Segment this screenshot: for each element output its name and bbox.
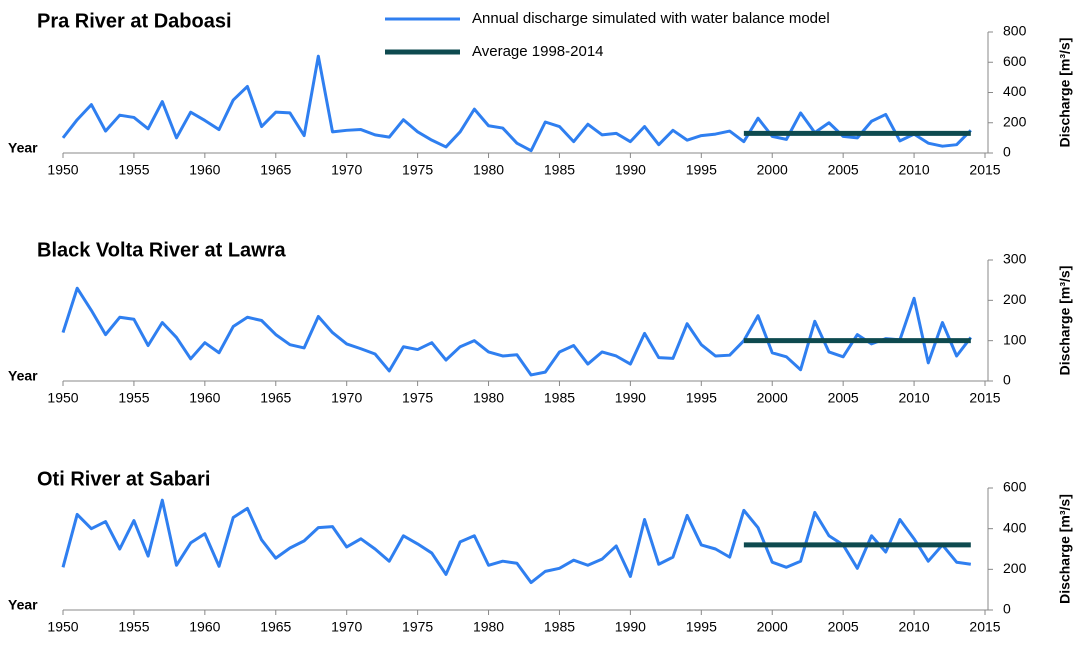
x-tick-label: 1995 — [686, 619, 717, 635]
x-tick-label: 2010 — [898, 390, 929, 406]
discharge-line — [61, 498, 972, 585]
x-tick-label: 1955 — [118, 390, 149, 406]
x-tick-label: 1950 — [47, 162, 78, 178]
x-tick-label: 1970 — [331, 619, 362, 635]
legend-label: Average 1998-2014 — [472, 43, 604, 60]
x-tick-label: 2000 — [757, 619, 788, 635]
x-tick-label: 1985 — [544, 162, 575, 178]
x-tick-label: 1995 — [686, 390, 717, 406]
x-tick-label: 2005 — [828, 162, 859, 178]
x-axis-title: Year — [8, 368, 38, 384]
y-tick-label: 0 — [1003, 372, 1011, 388]
x-tick-label: 1970 — [331, 390, 362, 406]
y-tick-label: 0 — [1003, 144, 1011, 160]
x-tick-label: 1965 — [260, 619, 291, 635]
x-tick-label: 1975 — [402, 619, 433, 635]
x-tick-label: 2005 — [828, 390, 859, 406]
x-tick-label: 1960 — [189, 619, 220, 635]
x-tick-label: 1985 — [544, 390, 575, 406]
x-tick-label: 1990 — [615, 619, 646, 635]
y-tick-label: 400 — [1003, 83, 1027, 99]
x-tick-label: 1980 — [473, 162, 504, 178]
y-tick-label: 300 — [1003, 251, 1027, 267]
x-tick-label: 1960 — [189, 162, 220, 178]
legend-label: Annual discharge simulated with water ba… — [472, 10, 830, 27]
x-tick-label: 1990 — [615, 162, 646, 178]
x-tick-label: 2010 — [898, 619, 929, 635]
x-tick-label: 1960 — [189, 390, 220, 406]
y-tick-label: 200 — [1003, 113, 1027, 129]
y-tick-label: 800 — [1003, 23, 1027, 39]
x-tick-label: 2015 — [969, 390, 1000, 406]
x-tick-label: 1975 — [402, 162, 433, 178]
x-tick-label: 1965 — [260, 390, 291, 406]
x-axis-title: Year — [8, 597, 38, 613]
y-tick-label: 200 — [1003, 560, 1027, 576]
x-tick-label: 1995 — [686, 162, 717, 178]
chart-title: Black Volta River at Lawra — [37, 239, 287, 261]
x-tick-label: 2000 — [757, 390, 788, 406]
y-tick-label: 400 — [1003, 519, 1027, 535]
discharge-line — [61, 54, 972, 153]
x-tick-label: 1950 — [47, 390, 78, 406]
chart-title: Oti River at Sabari — [37, 468, 210, 490]
x-tick-label: 2015 — [969, 619, 1000, 635]
x-tick-label: 1980 — [473, 619, 504, 635]
x-tick-label: 2000 — [757, 162, 788, 178]
discharge-line — [61, 286, 973, 377]
y-tick-label: 600 — [1003, 53, 1027, 69]
y-tick-label: 100 — [1003, 331, 1027, 347]
x-tick-label: 2015 — [969, 162, 1000, 178]
x-tick-label: 1990 — [615, 390, 646, 406]
y-axis-title: Discharge [m³/s] — [1057, 494, 1073, 604]
x-tick-label: 1970 — [331, 162, 362, 178]
x-tick-label: 1985 — [544, 619, 575, 635]
x-tick-label: 1950 — [47, 619, 78, 635]
y-tick-label: 600 — [1003, 479, 1027, 495]
y-tick-label: 200 — [1003, 291, 1027, 307]
y-tick-label: 0 — [1003, 601, 1011, 617]
x-tick-label: 1975 — [402, 390, 433, 406]
x-axis-title: Year — [8, 140, 38, 156]
x-tick-label: 1955 — [118, 619, 149, 635]
x-tick-label: 1965 — [260, 162, 291, 178]
chart-title: Pra River at Daboasi — [37, 10, 232, 32]
y-axis-title: Discharge [m³/s] — [1057, 38, 1073, 148]
x-tick-label: 2005 — [828, 619, 859, 635]
x-tick-label: 2010 — [898, 162, 929, 178]
x-tick-label: 1980 — [473, 390, 504, 406]
x-tick-label: 1955 — [118, 162, 149, 178]
y-axis-title: Discharge [m³/s] — [1057, 266, 1073, 376]
